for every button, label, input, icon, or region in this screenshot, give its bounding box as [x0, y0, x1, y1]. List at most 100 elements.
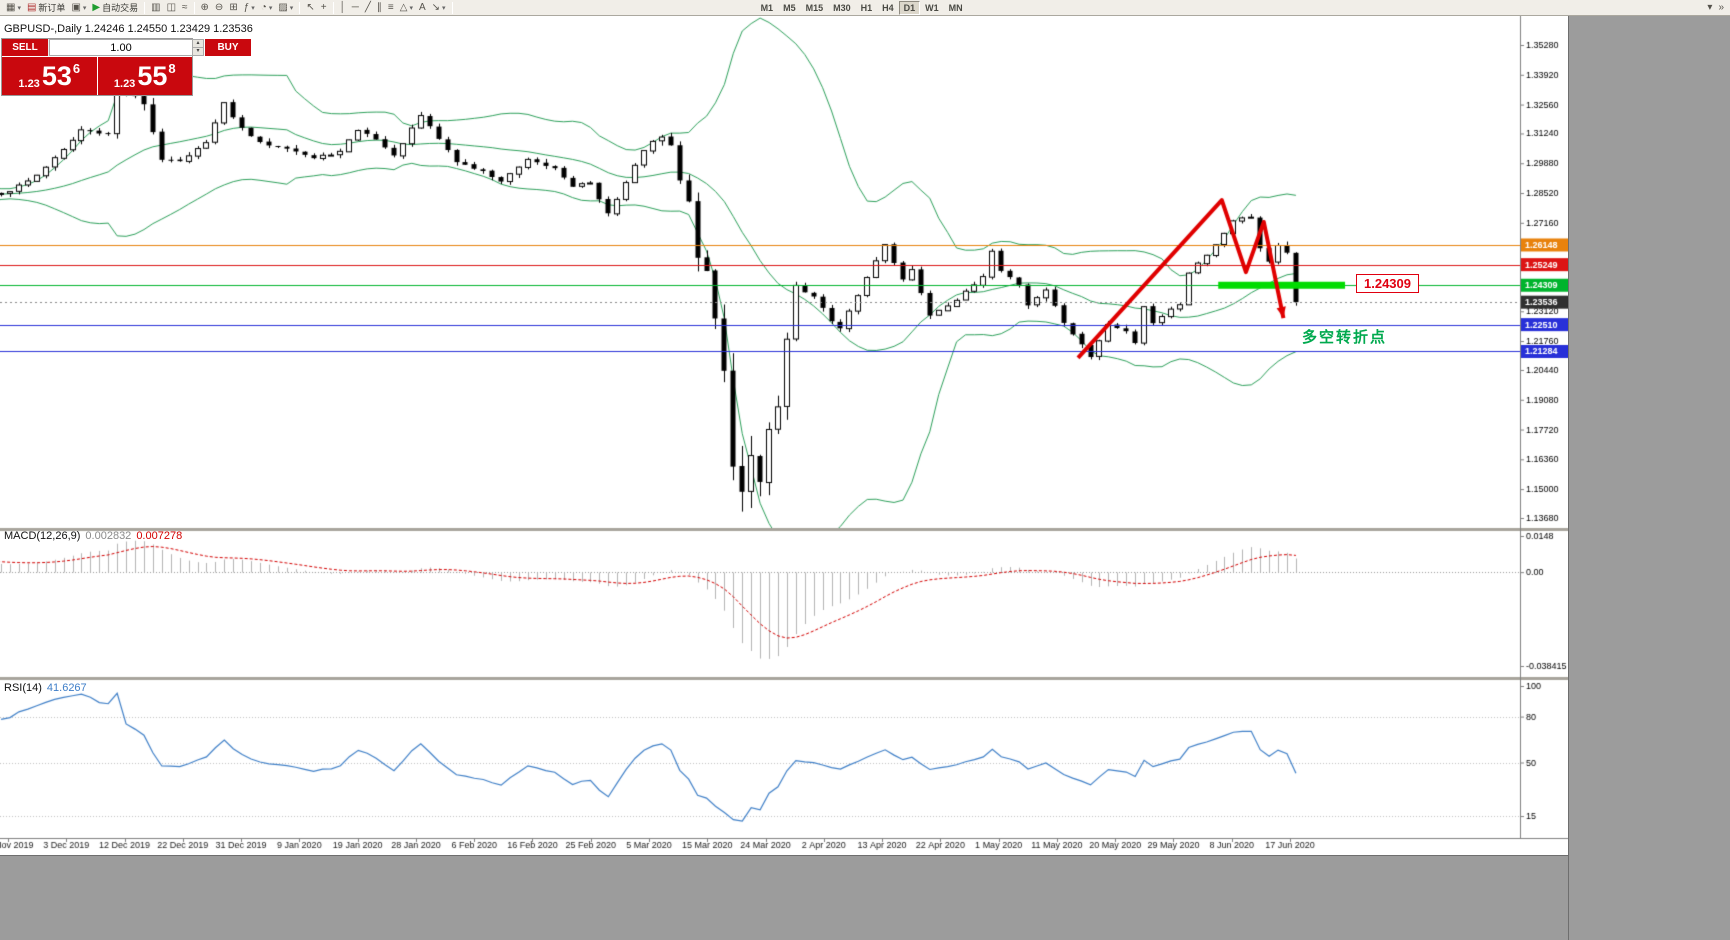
channel-button[interactable]: ∥	[374, 1, 385, 15]
timeframe-m5[interactable]: M5	[778, 1, 801, 15]
dock-icon: ▾	[1707, 1, 1713, 13]
autotrade-label: 自动交易	[102, 3, 139, 13]
one-click-trade-panel: SELL ▴ ▾ BUY 1.23 53 6 1.23	[2, 39, 251, 95]
chart-window: GBPUSD-,Daily 1.24246 1.24550 1.23429 1.…	[0, 16, 1568, 855]
channel-icon: ∥	[376, 1, 382, 13]
timeframe-h1[interactable]: H1	[856, 1, 878, 15]
vertical-line-button[interactable]: │	[337, 1, 349, 15]
workspace-background-right	[1568, 16, 1730, 940]
buy-price-pips: 55	[137, 60, 168, 91]
toolbar-separator	[451, 1, 453, 14]
arrows-icon: ↘	[431, 1, 441, 13]
chart-profile-icon: ▣	[71, 1, 81, 13]
horizontal-line-button[interactable]: ─	[349, 1, 362, 15]
macd-indicator-label: MACD(12,26,9) 0.002832 0.007278	[4, 530, 182, 542]
timeframe-m15[interactable]: M15	[801, 1, 829, 15]
sell-price-pips: 53	[41, 60, 72, 91]
volume-input[interactable]	[50, 40, 192, 55]
volume-stepper: ▴ ▾	[192, 40, 203, 55]
tile-windows-icon: ⊞	[229, 1, 238, 13]
trendline-button[interactable]: ╱	[362, 1, 374, 15]
zoom-out-icon: ⊖	[214, 1, 224, 13]
price-chart-canvas[interactable]	[0, 16, 1568, 855]
template-button[interactable]: ▨ ▾	[275, 1, 296, 15]
dock-button[interactable]: ▾	[1704, 1, 1715, 15]
zoom-in-button[interactable]: ⊕	[198, 1, 212, 15]
volume-decrease-button[interactable]: ▾	[193, 48, 203, 55]
text-button[interactable]: A	[416, 1, 429, 15]
rsi-indicator-label: RSI(14) 41.6267	[4, 682, 87, 694]
caret-down-icon: ▾	[268, 4, 273, 12]
autotrade-button[interactable]: ▶ 自动交易	[89, 1, 141, 15]
more-icon: »	[1718, 1, 1724, 13]
caret-down-icon: ▾	[17, 4, 21, 12]
indicators-button[interactable]: ƒ ▾	[241, 1, 258, 15]
new-order-button[interactable]: ▤ 新订单	[24, 1, 68, 15]
toolbar-separator	[299, 1, 301, 14]
toolbar-separator	[193, 1, 195, 14]
rsi-value: 41.6267	[46, 682, 87, 694]
template-icon: ▨	[278, 1, 288, 13]
arrows-button[interactable]: ↘ ▾	[429, 1, 449, 15]
toolbar-separator	[332, 1, 334, 14]
candlestick-button[interactable]: ◫	[164, 1, 179, 15]
cursor-icon: ↖	[306, 1, 315, 13]
rsi-name: RSI(14)	[4, 682, 42, 694]
text-icon: A	[418, 1, 426, 13]
volume-increase-button[interactable]: ▴	[193, 40, 203, 48]
crosshair-button[interactable]: +	[318, 1, 330, 15]
trendline-icon: ╱	[364, 1, 371, 13]
workspace-background-bottom	[0, 855, 1568, 940]
macd-signal-value: 0.007278	[136, 530, 183, 542]
autotrade-icon: ▶	[92, 1, 101, 13]
chart-profile-button[interactable]: ▣ ▾	[68, 1, 89, 15]
new-order-icon: ▤	[26, 1, 37, 13]
turning-point-annotation[interactable]: 多空转折点	[1302, 329, 1388, 346]
shapes-button[interactable]: △ ▾	[397, 1, 416, 15]
cursor-button[interactable]: ↖	[303, 1, 317, 15]
timeframe-h4[interactable]: H4	[877, 1, 899, 15]
sell-price-button[interactable]: 1.23 53 6	[2, 57, 97, 95]
indicators-icon: ƒ	[243, 1, 250, 13]
trade-panel-header-row: SELL ▴ ▾ BUY	[2, 39, 251, 56]
periods-icon: ◔	[260, 1, 267, 13]
timeframe-d1[interactable]: D1	[898, 0, 921, 15]
caret-down-icon: ▾	[82, 4, 87, 12]
buy-price-button[interactable]: 1.23 55 8	[97, 57, 192, 95]
zoom-out-button[interactable]: ⊖	[212, 1, 226, 15]
periods-button[interactable]: ◔ ▾	[258, 1, 276, 15]
candlestick-icon: ◫	[166, 1, 177, 13]
sell-price-pipette: 6	[72, 61, 81, 76]
zoom-in-icon: ⊕	[200, 1, 209, 13]
timeframe-mn[interactable]: MN	[944, 1, 968, 15]
fibonacci-button[interactable]: ≡	[385, 1, 397, 15]
volume-field[interactable]: ▴ ▾	[49, 39, 204, 56]
price-level-callout[interactable]: 1.24309	[1356, 274, 1419, 293]
bar-chart-button[interactable]: ▥	[148, 1, 163, 15]
caret-down-icon: ▾	[289, 4, 294, 12]
buy-price-prefix: 1.23	[113, 78, 136, 90]
vertical-line-icon: │	[339, 1, 346, 13]
macd-name: MACD(12,26,9)	[4, 530, 81, 542]
new-chart-icon: ▦	[6, 1, 16, 13]
tile-windows-button[interactable]: ⊞	[226, 1, 240, 15]
new-order-label: 新订单	[38, 3, 66, 13]
chart-title-text: GBPUSD-,Daily 1.24246 1.24550 1.23429 1.…	[4, 23, 253, 35]
toolbar-right-group: ▾»	[1704, 1, 1727, 15]
caret-down-icon: ▾	[251, 4, 255, 12]
new-chart-button[interactable]: ▦ ▾	[3, 1, 24, 15]
sell-button[interactable]: SELL	[2, 39, 48, 56]
horizontal-line-icon: ─	[351, 1, 359, 13]
line-chart-button[interactable]: ≈	[179, 1, 191, 15]
sell-price-prefix: 1.23	[18, 78, 40, 90]
more-button[interactable]: »	[1715, 1, 1727, 15]
timeframe-m1[interactable]: M1	[756, 1, 779, 15]
buy-button[interactable]: BUY	[205, 39, 251, 56]
timeframe-m30[interactable]: M30	[828, 1, 856, 15]
toolbar-separator	[144, 1, 146, 14]
bar-chart-icon: ▥	[151, 1, 161, 13]
toolbar: ▦ ▾ ▤ 新订单 ▣ ▾ ▶ 自动交易 ▥ ◫ ≈ ⊕ ⊖ ⊞ ƒ ▾ ◔ ▾ ▨ ▾ ↖ + │ ─ ╱ ∥ ≡ △ ▾ A ↘ ▾ M1 M…	[0, 0, 1730, 16]
timeframe-w1[interactable]: W1	[920, 1, 944, 15]
fibonacci-icon: ≡	[387, 1, 394, 13]
